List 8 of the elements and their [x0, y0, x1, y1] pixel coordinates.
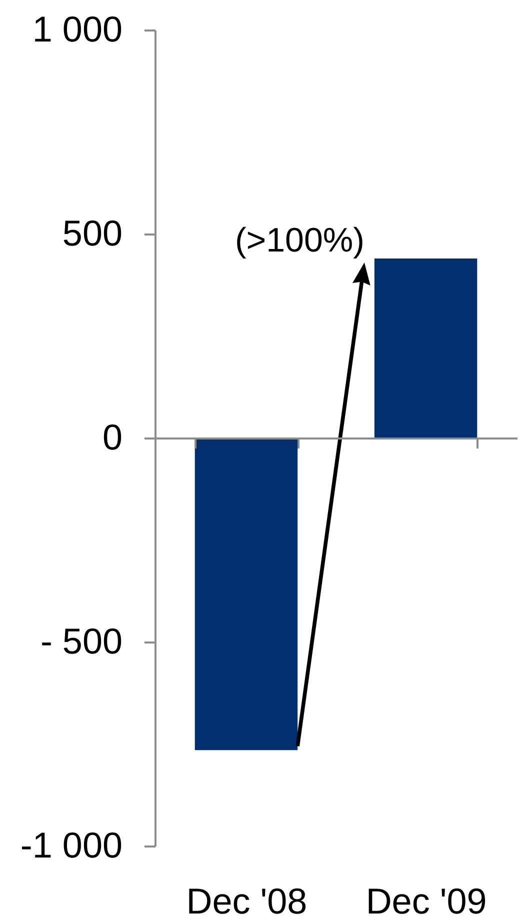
y-tick-label: -1 000 — [20, 824, 122, 866]
x-tick-label: Dec '09 — [366, 880, 487, 919]
y-tick-label: 500 — [62, 212, 122, 254]
x-tick-label: Dec '08 — [186, 880, 308, 919]
y-tick-label: 0 — [102, 416, 122, 458]
y-tick-label: - 500 — [40, 620, 122, 662]
annotation: (>100%) — [234, 221, 364, 260]
y-tick-label: 1 000 — [32, 8, 122, 50]
